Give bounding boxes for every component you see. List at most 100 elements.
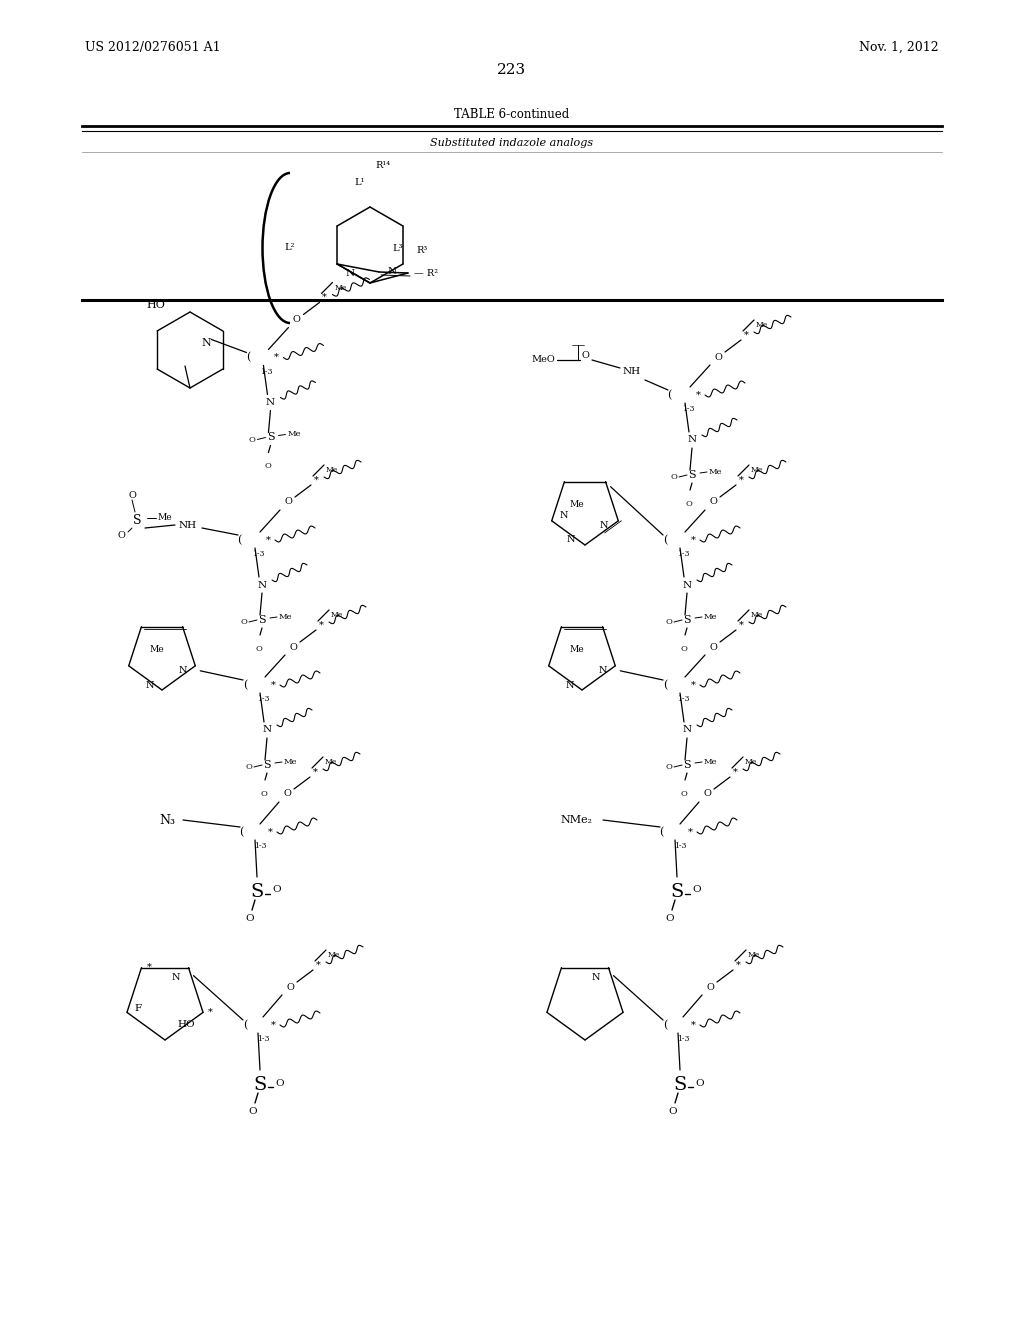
Text: O: O bbox=[286, 982, 294, 991]
Text: 1-3: 1-3 bbox=[677, 1035, 689, 1043]
Text: O: O bbox=[272, 886, 281, 895]
Text: O: O bbox=[249, 1107, 257, 1115]
Text: *: * bbox=[208, 1008, 213, 1016]
Text: (: ( bbox=[668, 389, 672, 400]
Text: N: N bbox=[202, 338, 211, 347]
Text: 223: 223 bbox=[498, 63, 526, 77]
Text: O: O bbox=[666, 618, 672, 626]
Text: O: O bbox=[245, 763, 252, 771]
Text: *: * bbox=[315, 961, 321, 969]
Text: S: S bbox=[671, 883, 684, 902]
Text: Nov. 1, 2012: Nov. 1, 2012 bbox=[859, 41, 939, 54]
Text: *: * bbox=[265, 536, 270, 544]
Text: (: ( bbox=[238, 535, 242, 545]
Text: S: S bbox=[133, 513, 141, 527]
Text: N: N bbox=[566, 536, 575, 544]
Text: N: N bbox=[560, 511, 568, 520]
Text: S: S bbox=[683, 760, 691, 770]
Text: Me: Me bbox=[328, 950, 340, 960]
Text: Me: Me bbox=[569, 644, 584, 653]
Text: Substituted indazole analogs: Substituted indazole analogs bbox=[430, 139, 594, 148]
Text: S: S bbox=[674, 1076, 687, 1094]
Text: 1-3: 1-3 bbox=[674, 842, 686, 850]
Text: *: * bbox=[687, 828, 692, 837]
Text: O: O bbox=[581, 351, 589, 360]
Text: Me: Me bbox=[745, 758, 758, 766]
Text: Me: Me bbox=[751, 611, 763, 619]
Text: *: * bbox=[322, 293, 327, 302]
Text: (: ( bbox=[663, 680, 667, 690]
Text: (: ( bbox=[243, 1020, 247, 1030]
Text: N: N bbox=[599, 667, 607, 676]
Text: *: * bbox=[270, 681, 275, 689]
Text: HO: HO bbox=[146, 300, 165, 310]
Text: *: * bbox=[312, 767, 317, 776]
Text: *: * bbox=[738, 620, 743, 630]
Text: N: N bbox=[345, 269, 354, 279]
Text: O: O bbox=[714, 352, 722, 362]
Text: *: * bbox=[270, 1020, 275, 1030]
Text: L¹: L¹ bbox=[354, 178, 366, 187]
Text: N: N bbox=[262, 726, 271, 734]
Text: N: N bbox=[565, 681, 574, 689]
Text: O: O bbox=[681, 789, 687, 799]
Text: O: O bbox=[293, 315, 300, 323]
Text: 1-3: 1-3 bbox=[257, 696, 269, 704]
Text: N: N bbox=[592, 973, 600, 982]
Text: Me: Me bbox=[335, 284, 347, 292]
Text: O: O bbox=[128, 491, 136, 500]
Text: *: * bbox=[313, 475, 318, 484]
Text: Me: Me bbox=[709, 469, 723, 477]
Text: Me: Me bbox=[279, 612, 293, 620]
Text: O: O bbox=[249, 436, 255, 444]
Text: 1-3: 1-3 bbox=[252, 550, 264, 558]
Text: 1-3: 1-3 bbox=[682, 405, 694, 413]
Text: O: O bbox=[681, 645, 687, 653]
Text: O: O bbox=[669, 1107, 677, 1115]
Text: *: * bbox=[318, 620, 324, 630]
Text: *: * bbox=[743, 330, 749, 339]
Text: — R²: — R² bbox=[414, 269, 438, 279]
Text: Me: Me bbox=[756, 321, 768, 329]
Text: *: * bbox=[690, 681, 695, 689]
Text: O: O bbox=[692, 886, 700, 895]
Text: (: ( bbox=[663, 535, 667, 545]
Text: Me: Me bbox=[288, 430, 301, 438]
Text: S: S bbox=[258, 615, 266, 624]
Text: S: S bbox=[683, 615, 691, 624]
Text: N₃: N₃ bbox=[159, 813, 175, 826]
Text: O: O bbox=[670, 473, 677, 480]
Text: HO: HO bbox=[177, 1020, 195, 1030]
Text: O: O bbox=[284, 498, 292, 507]
Text: O: O bbox=[256, 645, 262, 653]
Text: *: * bbox=[695, 391, 700, 400]
Text: O: O bbox=[117, 531, 125, 540]
Text: US 2012/0276051 A1: US 2012/0276051 A1 bbox=[85, 41, 220, 54]
Text: S: S bbox=[251, 883, 263, 902]
Text: MeO: MeO bbox=[531, 355, 555, 364]
Text: S: S bbox=[263, 760, 270, 770]
Text: TABLE 6-continued: TABLE 6-continued bbox=[455, 108, 569, 121]
Text: Me: Me bbox=[748, 950, 760, 960]
Text: Me: Me bbox=[331, 611, 343, 619]
Text: R¹⁴: R¹⁴ bbox=[375, 161, 390, 170]
Text: NH: NH bbox=[623, 367, 641, 376]
Text: *: * bbox=[690, 536, 695, 544]
Text: *: * bbox=[732, 767, 737, 776]
Text: *: * bbox=[146, 964, 152, 972]
Text: O: O bbox=[264, 462, 271, 470]
Text: *: * bbox=[738, 475, 743, 484]
Text: L³: L³ bbox=[392, 244, 403, 253]
Text: N: N bbox=[682, 581, 691, 590]
Text: 1-3: 1-3 bbox=[260, 367, 272, 375]
Text: S: S bbox=[688, 470, 696, 480]
Text: NMe₂: NMe₂ bbox=[560, 814, 592, 825]
Text: NH: NH bbox=[179, 520, 197, 529]
Text: O: O bbox=[283, 789, 291, 799]
Text: N: N bbox=[266, 399, 275, 407]
Text: Me: Me bbox=[284, 758, 298, 766]
Text: O: O bbox=[260, 789, 267, 799]
Text: 1-3: 1-3 bbox=[257, 1035, 269, 1043]
Text: O: O bbox=[240, 618, 247, 626]
Text: N: N bbox=[172, 973, 180, 982]
